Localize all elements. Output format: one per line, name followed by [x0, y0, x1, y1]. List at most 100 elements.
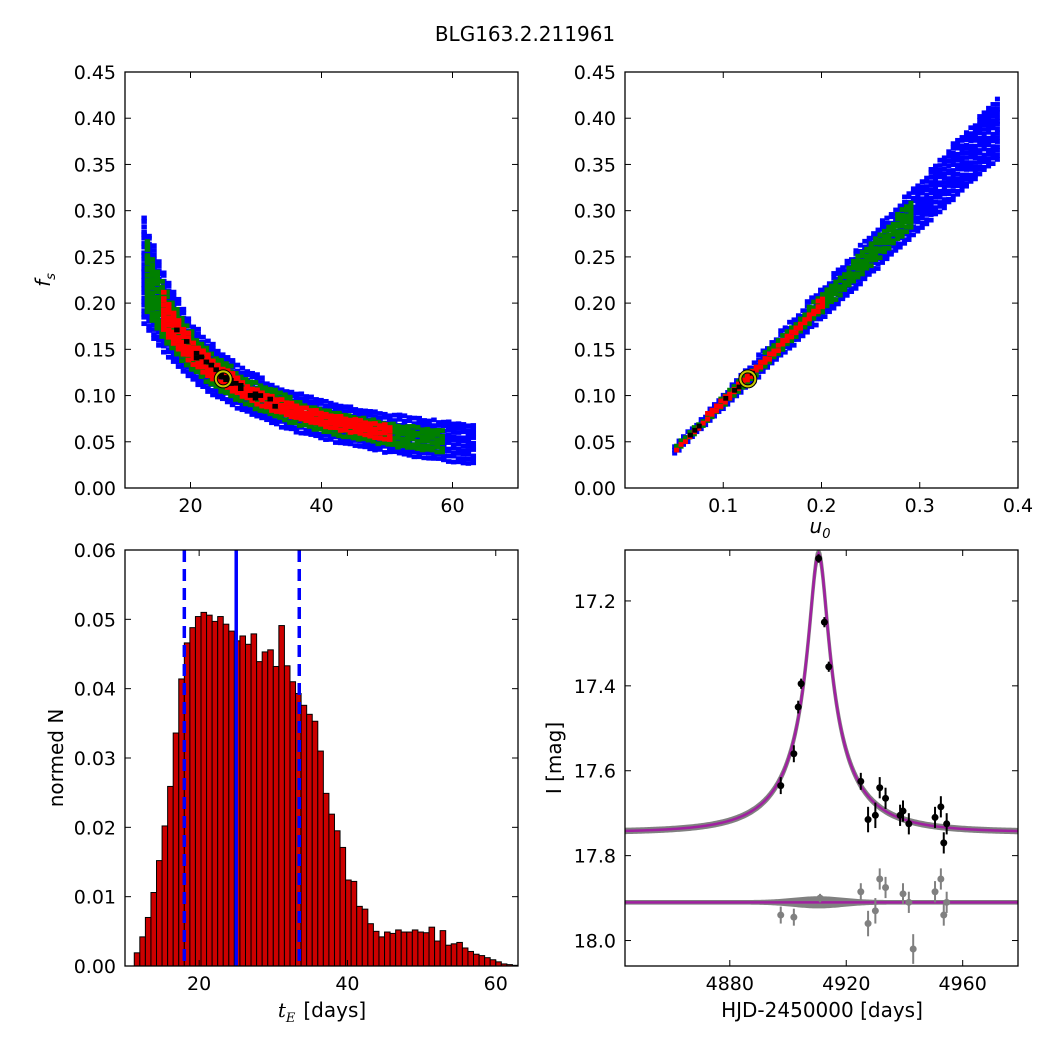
cloud-cell-1-sigma: [170, 319, 177, 325]
cloud-cell-3-sigma: [924, 211, 930, 217]
cloud-cell-best: [247, 393, 254, 398]
cloud-cell-3-sigma: [990, 125, 996, 131]
residual-point: [931, 888, 939, 896]
cloud-cell-3-sigma: [200, 381, 206, 386]
cloud-cell-3-sigma: [219, 352, 226, 358]
cloud-cell-3-sigma: [893, 247, 899, 253]
cloud-cell-1-sigma: [249, 398, 255, 403]
cloud-cell-3-sigma: [910, 190, 916, 195]
x-tick-label: 60: [440, 495, 464, 517]
cloud-cell-2-sigma: [828, 290, 834, 296]
histogram-bar: [283, 665, 291, 966]
cloud-cell-2-sigma: [890, 221, 896, 227]
cloud-cell-3-sigma: [323, 432, 329, 438]
cloud-cell-2-sigma: [144, 239, 151, 244]
y-tick-label: 0.05: [574, 432, 616, 454]
cloud-cell-2-sigma: [149, 272, 156, 278]
cloud-cell-3-sigma: [981, 164, 987, 170]
cloud-cell-2-sigma: [815, 301, 821, 307]
cloud-cell-3-sigma: [994, 157, 1000, 162]
x-tick-label: 40: [309, 495, 333, 517]
histogram-bar: [411, 929, 419, 966]
cloud-cell-2-sigma: [828, 295, 834, 300]
cloud-cell-2-sigma: [850, 271, 856, 277]
cloud-cell-3-sigma: [362, 440, 368, 446]
cloud-cell-3-sigma: [175, 296, 182, 302]
cloud-cell-3-sigma: [450, 425, 457, 431]
cloud-cell-3-sigma: [283, 421, 290, 427]
cloud-cell-3-sigma: [933, 205, 939, 211]
cloud-cell-3-sigma: [347, 404, 354, 410]
cloud-cell-3-sigma: [141, 312, 147, 317]
cloud-cell-2-sigma: [868, 245, 874, 250]
cloud-cell-3-sigma: [888, 249, 894, 255]
cloud-cell-3-sigma: [968, 135, 974, 140]
cloud-cell-3-sigma: [937, 167, 943, 173]
cloud-cell-3-sigma: [950, 179, 956, 185]
cloud-cell-2-sigma: [405, 432, 411, 438]
cloud-cell-3-sigma: [421, 418, 427, 423]
cloud-cell-2-sigma: [797, 328, 803, 334]
cloud-cell-3-sigma: [831, 271, 837, 276]
cloud-cell-3-sigma: [915, 207, 921, 213]
cloud-cell-3-sigma: [884, 253, 890, 259]
cloud-cell-2-sigma: [908, 220, 914, 225]
histogram-bar: [467, 950, 475, 966]
cloud-cell-2-sigma: [855, 253, 861, 259]
cloud-cell-2-sigma: [824, 287, 830, 293]
cloud-cell-2-sigma: [709, 414, 715, 420]
cloud-cell-3-sigma: [288, 426, 295, 432]
cloud-cell-2-sigma: [908, 200, 914, 206]
cloud-cell-1-sigma: [313, 408, 319, 413]
y-tick-label: 0.35: [574, 154, 616, 176]
cloud-cell-1-sigma: [382, 430, 388, 436]
cloud-cell-3-sigma: [862, 238, 868, 244]
cloud-cell-best: [183, 339, 190, 344]
cloud-cell-3-sigma: [323, 437, 329, 442]
cloud-cell-1-sigma: [205, 352, 211, 358]
cloud-cell-3-sigma: [990, 138, 996, 144]
cloud-cell-3-sigma: [445, 453, 452, 459]
cloud-cell-3-sigma: [465, 431, 472, 437]
cloud-cell-3-sigma: [416, 415, 422, 421]
cloud-cell-3-sigma: [401, 451, 408, 457]
cloud-cell-2-sigma: [780, 347, 786, 352]
cloud-cell-3-sigma: [465, 461, 472, 466]
cloud-cell-3-sigma: [293, 391, 300, 397]
cloud-cell-3-sigma: [293, 429, 300, 435]
cloud-cell-2-sigma: [390, 429, 396, 435]
cloud-cell-3-sigma: [937, 200, 943, 205]
cloud-cell-2-sigma: [802, 324, 808, 330]
cloud-cell-2-sigma: [842, 287, 848, 292]
cloud-cell-3-sigma: [141, 266, 147, 272]
cloud-cell-3-sigma: [146, 319, 152, 324]
cloud-cell-3-sigma: [795, 337, 801, 342]
cloud-cell-1-sigma: [700, 420, 706, 426]
cloud-cell-3-sigma: [990, 113, 996, 119]
histogram-bar: [167, 785, 174, 966]
cloud-cell-3-sigma: [933, 167, 939, 173]
cloud-cell-3-sigma: [955, 183, 961, 189]
cloud-cell-1-sigma: [170, 341, 177, 346]
cloud-cell-3-sigma: [372, 409, 378, 415]
cloud-cell-2-sigma: [257, 386, 264, 392]
cloud-cell-3-sigma: [871, 268, 877, 274]
cloud-cell-3-sigma: [450, 450, 457, 456]
cloud-cell-3-sigma: [968, 154, 974, 160]
cloud-cell-3-sigma: [254, 376, 260, 382]
cloud-cell-2-sigma: [886, 224, 892, 230]
cloud-cell-3-sigma: [910, 227, 916, 233]
cloud-cell-2-sigma: [400, 431, 406, 437]
cloud-cell-3-sigma: [963, 133, 969, 138]
cloud-cell-3-sigma: [445, 427, 452, 433]
cloud-cell-1-sigma: [229, 384, 236, 390]
cloud-cell-3-sigma: [871, 266, 877, 271]
cloud-cell-3-sigma: [968, 150, 974, 156]
cloud-cell-3-sigma: [239, 370, 246, 376]
cloud-cell-1-sigma: [278, 402, 285, 408]
cloud-cell-3-sigma: [831, 305, 837, 311]
cloud-cell-1-sigma: [190, 345, 197, 351]
y-axis-label: fs: [31, 273, 59, 287]
cloud-cell-3-sigma: [902, 199, 908, 205]
histogram-bar: [372, 930, 380, 966]
